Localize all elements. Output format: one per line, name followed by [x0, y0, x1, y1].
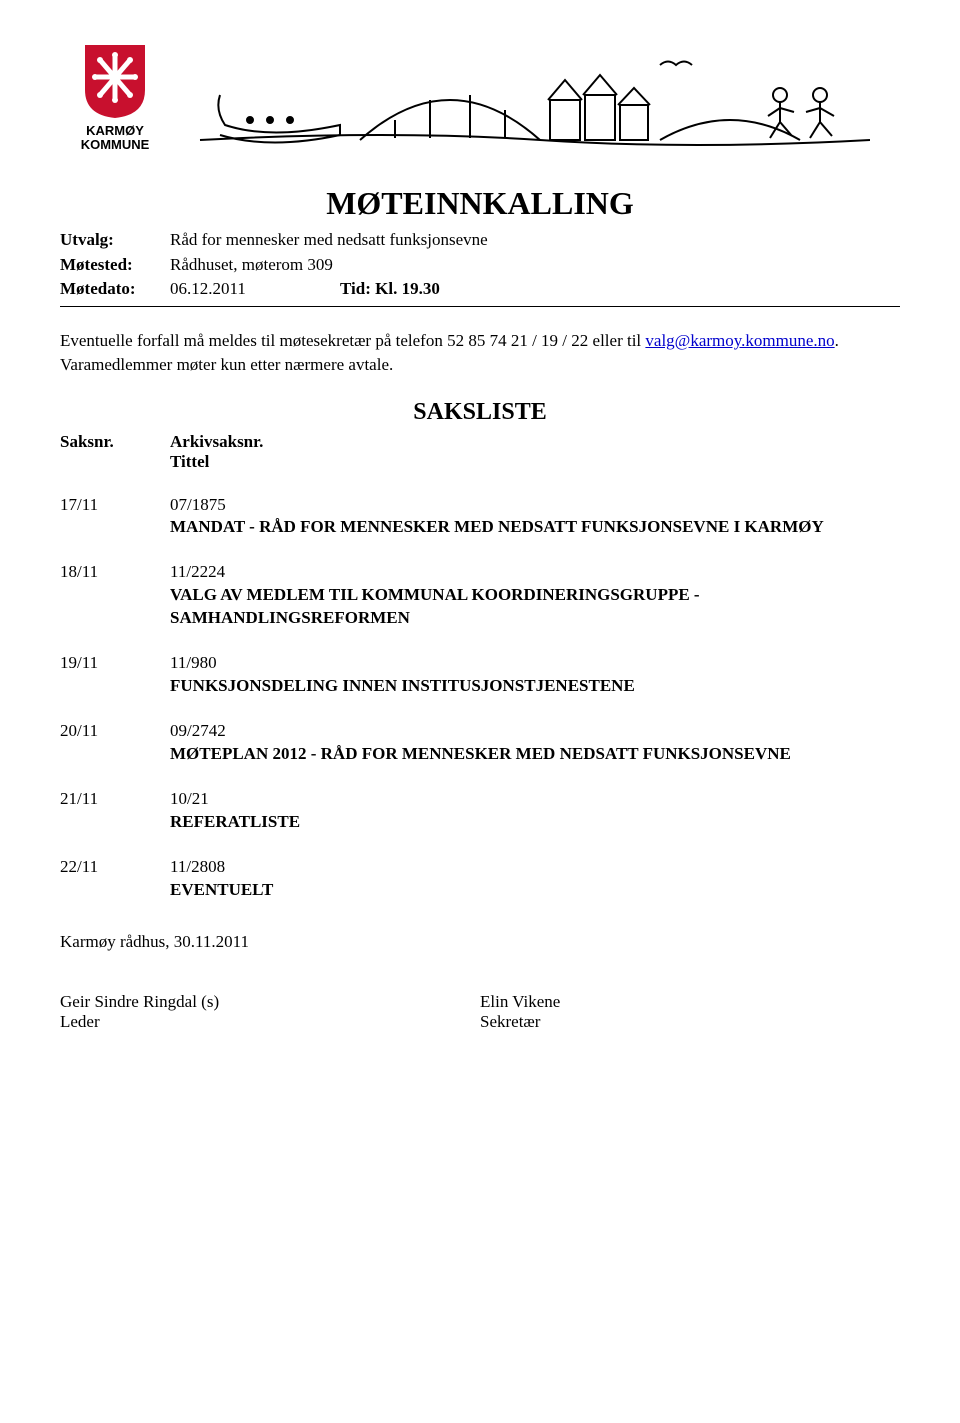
item-title: MANDAT - RÅD FOR MENNESKER MED NEDSATT F…: [170, 516, 900, 539]
logo-text-2: KOMMUNE: [60, 138, 170, 152]
item-title: VALG AV MEDLEM TIL KOMMUNAL KOORDINERING…: [170, 584, 900, 630]
document-title: MØTEINNKALLING: [60, 185, 900, 222]
notice-pre: Eventuelle forfall må meldes til møtesek…: [60, 331, 645, 350]
utvalg-label: Utvalg:: [60, 228, 170, 253]
saksliste-item: 19/1111/980FUNKSJONSDELING INNEN INSTITU…: [60, 652, 900, 698]
meeting-meta: Utvalg: Råd for mennesker med nedsatt fu…: [60, 228, 900, 302]
saksliste-item: 20/1109/2742MØTEPLAN 2012 - RÅD FOR MENN…: [60, 720, 900, 766]
column-headers: Saksnr. Arkivsaksnr. Tittel: [60, 432, 900, 472]
item-title: MØTEPLAN 2012 - RÅD FOR MENNESKER MED NE…: [170, 743, 900, 766]
footer-date: Karmøy rådhus, 30.11.2011: [60, 932, 900, 952]
motedato-value: 06.12.2011: [170, 277, 340, 302]
sign-left-role: Leder: [60, 1012, 480, 1032]
saksliste-heading: SAKSLISTE: [60, 399, 900, 426]
saksliste-items: 17/1107/1875MANDAT - RÅD FOR MENNESKER M…: [60, 494, 900, 902]
email-link[interactable]: valg@karmoy.kommune.no: [645, 331, 834, 350]
utvalg-value: Råd for mennesker med nedsatt funksjonse…: [170, 228, 488, 253]
item-saksnr: 17/11: [60, 494, 170, 540]
signatures: Geir Sindre Ringdal (s) Leder Elin Viken…: [60, 992, 900, 1032]
sign-right-role: Sekretær: [480, 1012, 900, 1032]
item-arkiv: 11/980: [170, 652, 900, 675]
col-saksnr: Saksnr.: [60, 432, 170, 472]
item-arkiv: 09/2742: [170, 720, 900, 743]
municipality-logo: KARMØY KOMMUNE: [60, 40, 170, 153]
col-tittel: Tittel: [170, 452, 263, 472]
item-arkiv: 10/21: [170, 788, 900, 811]
item-saksnr: 22/11: [60, 856, 170, 902]
item-title: REFERATLISTE: [170, 811, 900, 834]
sign-right-name: Elin Vikene: [480, 992, 900, 1012]
forfall-notice: Eventuelle forfall må meldes til møtesek…: [60, 329, 900, 377]
logo-text-1: KARMØY: [60, 124, 170, 138]
saksliste-item: 17/1107/1875MANDAT - RÅD FOR MENNESKER M…: [60, 494, 900, 540]
item-arkiv: 11/2224: [170, 561, 900, 584]
motested-label: Møtested:: [60, 253, 170, 278]
banner-illustration: [170, 40, 900, 165]
item-saksnr: 19/11: [60, 652, 170, 698]
motedato-label: Møtedato:: [60, 277, 170, 302]
item-title: EVENTUELT: [170, 879, 900, 902]
item-saksnr: 18/11: [60, 561, 170, 630]
col-arkiv: Arkivsaksnr.: [170, 432, 263, 452]
item-saksnr: 20/11: [60, 720, 170, 766]
tid-label: Tid: Kl. 19.30: [340, 277, 440, 302]
saksliste-item: 18/1111/2224VALG AV MEDLEM TIL KOMMUNAL …: [60, 561, 900, 630]
saksliste-item: 21/1110/21REFERATLISTE: [60, 788, 900, 834]
motested-value: Rådhuset, møterom 309: [170, 253, 333, 278]
item-saksnr: 21/11: [60, 788, 170, 834]
divider: [60, 306, 900, 307]
sign-left-name: Geir Sindre Ringdal (s): [60, 992, 480, 1012]
item-arkiv: 07/1875: [170, 494, 900, 517]
item-arkiv: 11/2808: [170, 856, 900, 879]
header: KARMØY KOMMUNE: [60, 40, 900, 165]
item-title: FUNKSJONSDELING INNEN INSTITUSJONSTJENES…: [170, 675, 900, 698]
saksliste-item: 22/1111/2808EVENTUELT: [60, 856, 900, 902]
shield-icon: [80, 40, 150, 120]
